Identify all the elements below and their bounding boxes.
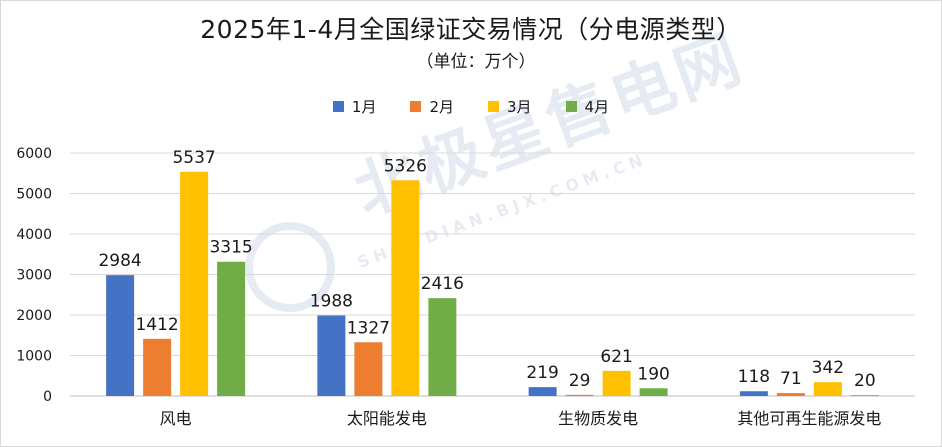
x-tick-label: 太阳能发电 (347, 409, 427, 428)
data-label: 2416 (421, 274, 464, 294)
bar (106, 275, 135, 396)
bar (180, 171, 209, 396)
legend-swatch-jan (332, 101, 344, 112)
legend-item-mar: 3月 (488, 96, 532, 117)
data-label: 118 (738, 367, 770, 387)
bar (602, 370, 631, 396)
x-tick-label: 生物质发电 (558, 409, 638, 428)
data-label: 342 (812, 358, 844, 378)
data-label: 71 (780, 369, 802, 389)
legend: 1月 2月 3月 4月 (0, 96, 942, 117)
bar (317, 315, 346, 396)
legend-label-apr: 4月 (584, 98, 610, 116)
y-tick-label: 5000 (16, 187, 52, 203)
legend-label-mar: 3月 (507, 98, 532, 116)
y-tick-label: 4000 (16, 227, 52, 243)
legend-swatch-feb (410, 101, 422, 112)
bar (850, 395, 879, 396)
data-label: 2984 (98, 251, 141, 271)
data-label: 1327 (347, 318, 390, 338)
y-tick-label: 6000 (16, 146, 52, 162)
data-label: 3315 (209, 238, 252, 258)
data-label: 5537 (172, 148, 215, 168)
bar (428, 298, 457, 396)
legend-item-feb: 2月 (410, 96, 454, 117)
data-label: 621 (600, 347, 632, 367)
data-label: 29 (569, 371, 591, 391)
x-tick-label: 风电 (160, 409, 192, 428)
bar (813, 382, 842, 396)
y-tick-label: 2000 (16, 308, 52, 324)
bar (739, 391, 768, 396)
bar (776, 393, 805, 396)
legend-label-jan: 1月 (351, 98, 377, 116)
legend-swatch-mar (488, 101, 499, 112)
y-tick-label: 0 (43, 389, 52, 405)
legend-label-feb: 2月 (429, 98, 454, 116)
chart-subtitle: （单位：万个） (416, 52, 536, 72)
x-tick-label: 其他可再生能源发电 (737, 409, 881, 428)
y-tick-label: 1000 (16, 349, 52, 365)
bar (217, 261, 246, 396)
bar (528, 387, 557, 396)
bar (391, 180, 420, 396)
legend-swatch-apr (565, 101, 577, 112)
data-label: 1412 (135, 315, 178, 335)
y-tick-label: 3000 (16, 268, 52, 284)
data-label: 20 (854, 371, 876, 391)
bar (143, 338, 172, 396)
chart-title: 2025年1-4月全国绿证交易情况（分电源类型） (200, 15, 742, 44)
legend-item-apr: 4月 (565, 96, 610, 117)
data-label: 219 (526, 363, 558, 383)
legend-item-jan: 1月 (332, 96, 377, 117)
bar (639, 388, 668, 396)
data-label: 190 (637, 364, 669, 384)
bar (354, 342, 383, 396)
data-label: 5326 (384, 156, 427, 176)
data-label: 1988 (310, 291, 353, 311)
bar (565, 394, 594, 396)
